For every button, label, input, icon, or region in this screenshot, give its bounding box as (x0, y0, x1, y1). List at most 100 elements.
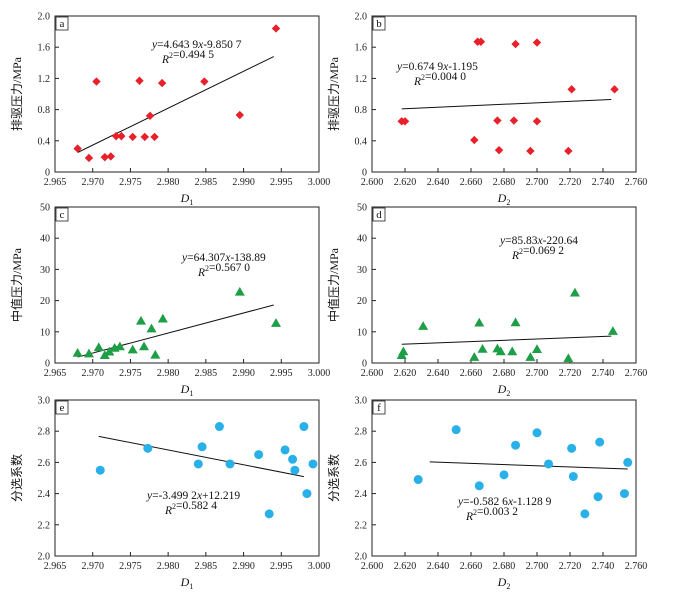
data-point (93, 342, 104, 352)
data-point (563, 353, 574, 363)
data-point (72, 348, 83, 357)
y-axis-label: 中值压力/MPa (9, 247, 24, 322)
y-tick-label: 0.8 (355, 105, 368, 116)
data-point (92, 77, 101, 86)
data-point (400, 117, 410, 126)
y-tick-label: 2.8 (355, 427, 368, 438)
x-tick-label: 2.620 (394, 561, 417, 572)
data-point (495, 346, 506, 356)
data-point (95, 465, 105, 475)
panel-label: d (376, 209, 382, 221)
data-point (235, 110, 244, 120)
data-point (83, 348, 94, 358)
data-point (288, 454, 298, 464)
data-point (280, 445, 290, 455)
data-point (510, 317, 521, 327)
y-tick-label: 0.4 (355, 136, 368, 147)
x-tick-label: 3.000 (308, 368, 331, 379)
x-tick-label: 2.720 (559, 561, 582, 572)
plot-frame (371, 206, 637, 364)
data-point (451, 425, 461, 435)
x-tick-label: 2.740 (592, 561, 615, 572)
data-point (418, 321, 429, 330)
x-tick-label: 2.975 (119, 177, 142, 188)
x-tick-label: 2.640 (427, 177, 450, 188)
data-point (398, 346, 409, 356)
x-tick-label: 3.000 (308, 177, 331, 188)
x-tick-label: 2.660 (460, 177, 483, 188)
data-point (610, 85, 619, 94)
x-tick-label: 2.600 (361, 177, 384, 188)
x-tick-label: 2.985 (195, 368, 218, 379)
x-tick-label: 2.600 (361, 368, 384, 379)
x-tick-label: 2.985 (195, 177, 218, 188)
r-squared: R2=0.567 0 (197, 262, 250, 279)
plot-frame (54, 399, 320, 557)
data-point (474, 317, 485, 327)
y-tick-label: 2.2 (355, 520, 368, 531)
data-point (607, 326, 618, 335)
regression-equation: y=4.643 9x-9.850 7 (151, 39, 242, 51)
data-point (225, 459, 235, 469)
x-tick-label: 2.740 (592, 368, 615, 379)
x-tick-label: 2.965 (44, 177, 67, 188)
x-tick-label: 2.720 (559, 368, 582, 379)
x-tick-label: 2.990 (232, 368, 255, 379)
panel-label-box (372, 16, 386, 31)
data-point (302, 489, 312, 499)
panel-label: e (60, 402, 65, 414)
y-tick-label: 1.2 (355, 74, 368, 85)
y-tick-label: 1.2 (38, 74, 51, 85)
regression-equation: y=-3.499 2x+12.219 (146, 490, 240, 502)
panel-c: 2.965 2.970 2.975 2.980 2.985 2.990 2.995 3.000… (9, 203, 330, 399)
regression-equation: y=-0.582 6x-1.128 9 (457, 496, 552, 508)
x-tick-label: 2.975 (119, 561, 142, 572)
panel-d: 2.600 2.620 2.640 2.660 2.680 2.700 2.720 2.740… (326, 203, 647, 399)
data-point (157, 78, 167, 88)
data-point (111, 131, 121, 141)
y-tick-label: 2.0 (355, 12, 368, 23)
data-point (532, 38, 542, 47)
panel-f: 2.600 2.620 2.640 2.660 2.680 2.700 2.720 2.740… (326, 396, 647, 592)
plot-frame (371, 15, 637, 173)
data-point (139, 341, 150, 351)
x-tick-label: 2.640 (427, 561, 450, 572)
panel-label-box (372, 400, 386, 415)
data-point (477, 343, 488, 353)
x-tick-label: 2.640 (427, 368, 450, 379)
data-point (254, 450, 264, 460)
y-axis-label: 中值压力/MPa (326, 247, 341, 322)
regression-equation: y=0.674 9x-1.195 (396, 61, 478, 73)
regression-equation: y=85.83x-220.64 (499, 235, 578, 247)
data-point (308, 459, 318, 469)
y-tick-label: 0.8 (38, 105, 51, 116)
data-point (493, 116, 502, 125)
x-axis-label: D1 (180, 191, 194, 207)
data-point (544, 459, 554, 469)
trend-line (77, 56, 274, 153)
data-point (580, 509, 590, 519)
x-tick-label: 2.680 (493, 561, 516, 572)
x-tick-label: 2.620 (394, 177, 417, 188)
panel-label-box (55, 207, 69, 222)
x-tick-label: 2.760 (625, 177, 648, 188)
x-tick-label: 2.700 (526, 368, 549, 379)
data-point (476, 37, 486, 46)
regression-equation: y=64.307x-138.89 (181, 252, 266, 264)
x-tick-label: 2.740 (592, 177, 615, 188)
data-point (623, 457, 633, 467)
data-point (117, 131, 126, 141)
x-tick-label: 2.700 (526, 561, 549, 572)
r-squared: R2=0.494 5 (161, 49, 214, 66)
r-squared: R2=0.003 2 (465, 506, 518, 523)
y-tick-label: 20 (40, 296, 50, 307)
data-point (532, 117, 542, 126)
r-squared: R2=0.004 0 (413, 71, 466, 88)
y-tick-label: 10 (357, 327, 367, 338)
x-tick-label: 2.970 (81, 368, 104, 379)
x-tick-label: 2.660 (460, 561, 483, 572)
data-point (264, 509, 274, 519)
x-tick-label: 2.980 (157, 368, 180, 379)
y-tick-label: 1.6 (38, 43, 51, 54)
data-point (469, 352, 480, 361)
